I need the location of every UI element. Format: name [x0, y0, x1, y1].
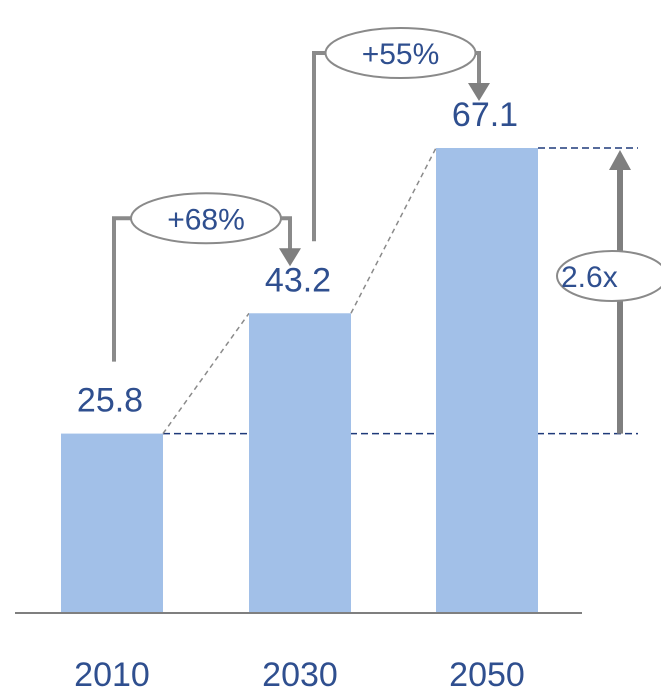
bar-2030	[249, 313, 351, 612]
growth-arrow-head-1	[279, 248, 301, 267]
ratio-bubble	[556, 250, 661, 302]
ratio-annotation: 2.6x	[556, 150, 661, 434]
value-labels: 25.8 43.2 67.1	[77, 96, 518, 420]
connector-lines	[162, 147, 437, 435]
connector-line-2	[350, 147, 437, 314]
growth-annotations: +68% +55%	[112, 27, 490, 362]
growth-label-1: +68%	[167, 203, 245, 236]
x-tick-2010: 2010	[74, 656, 150, 693]
growth-label-2: +55%	[362, 38, 440, 71]
ratio-label: 2.6x	[561, 261, 618, 294]
growth-arrow-head-2	[468, 83, 490, 101]
value-label-2030: 43.2	[265, 261, 331, 299]
x-tick-2050: 2050	[449, 656, 525, 693]
bars	[61, 148, 538, 612]
x-tick-2030: 2030	[262, 656, 338, 693]
connector-line-1	[162, 312, 250, 435]
ratio-arrow-head	[609, 150, 631, 170]
value-label-2010: 25.8	[77, 382, 143, 420]
growth-bubble-1	[130, 192, 282, 245]
bar-2010	[61, 433, 163, 612]
reference-lines	[163, 147, 638, 435]
value-label-2050: 67.1	[452, 96, 518, 134]
bar-2050	[436, 148, 538, 612]
x-tick-labels: 2010 2030 2050	[74, 656, 525, 693]
growth-bubble-2	[324, 27, 477, 79]
